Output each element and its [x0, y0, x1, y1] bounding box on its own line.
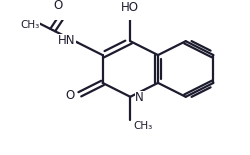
- Text: O: O: [53, 0, 62, 12]
- Text: HO: HO: [121, 1, 139, 14]
- Text: N: N: [135, 91, 143, 104]
- Text: HN: HN: [58, 34, 75, 47]
- Text: CH₃: CH₃: [20, 20, 40, 30]
- Text: CH₃: CH₃: [133, 121, 152, 131]
- Text: O: O: [65, 89, 74, 102]
